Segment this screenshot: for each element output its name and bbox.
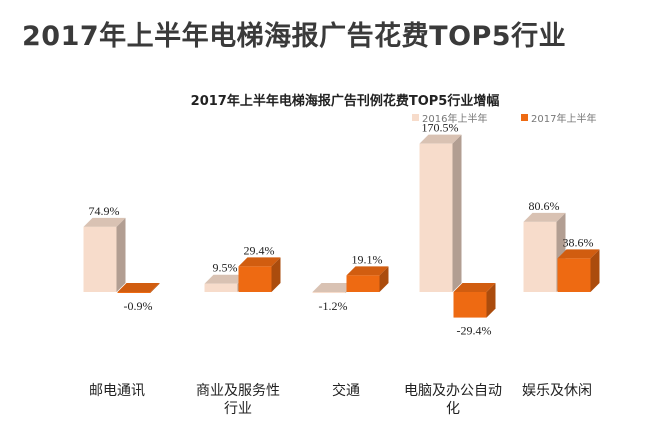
bar-2016-0 bbox=[83, 217, 126, 292]
category-label: 娱乐及休闲 bbox=[522, 383, 592, 399]
category-label: 交通 bbox=[332, 383, 360, 399]
chart-legend: 2016年上半年 2017年上半年 bbox=[412, 112, 596, 125]
legend-label: 2016年上半年 bbox=[422, 112, 487, 125]
legend-swatch bbox=[412, 114, 419, 121]
value-label: 38.6% bbox=[563, 235, 594, 249]
value-label: 80.6% bbox=[529, 199, 560, 213]
value-label: 29.4% bbox=[244, 243, 275, 257]
category-label: 商业及服务性行业 bbox=[196, 383, 280, 417]
value-labels: 74.9% -0.9% 9.5% 29.4% -1.2% 19.1% 170.5% -29.4… bbox=[89, 121, 594, 338]
legend-label: 2017年上半年 bbox=[531, 112, 596, 125]
value-label: -1.2% bbox=[319, 299, 348, 313]
bar-2017-4 bbox=[557, 249, 600, 292]
page-headline: 2017年上半年电梯海报广告花费TOP5行业 bbox=[22, 21, 567, 52]
value-label: 74.9% bbox=[89, 204, 120, 218]
category-label: 电脑及办公自动化 bbox=[404, 383, 502, 417]
value-label: 170.5% bbox=[422, 121, 459, 135]
bar-2017-3 bbox=[453, 283, 496, 318]
value-label: 9.5% bbox=[213, 261, 238, 275]
value-label: -29.4% bbox=[457, 324, 492, 338]
value-label: -0.9% bbox=[124, 299, 153, 313]
bar-2017-2 bbox=[346, 266, 389, 292]
legend-swatch bbox=[521, 114, 528, 121]
bar-group bbox=[83, 134, 600, 318]
bar-2017-0 bbox=[117, 283, 160, 293]
bar-2016-3 bbox=[419, 134, 462, 292]
category-label: 邮电通讯 bbox=[89, 383, 145, 399]
chart-title: 2017年上半年电梯海报广告刊例花费TOP5行业增幅 bbox=[191, 93, 500, 109]
value-label: 19.1% bbox=[352, 252, 383, 266]
bar-2017-1 bbox=[238, 257, 281, 292]
